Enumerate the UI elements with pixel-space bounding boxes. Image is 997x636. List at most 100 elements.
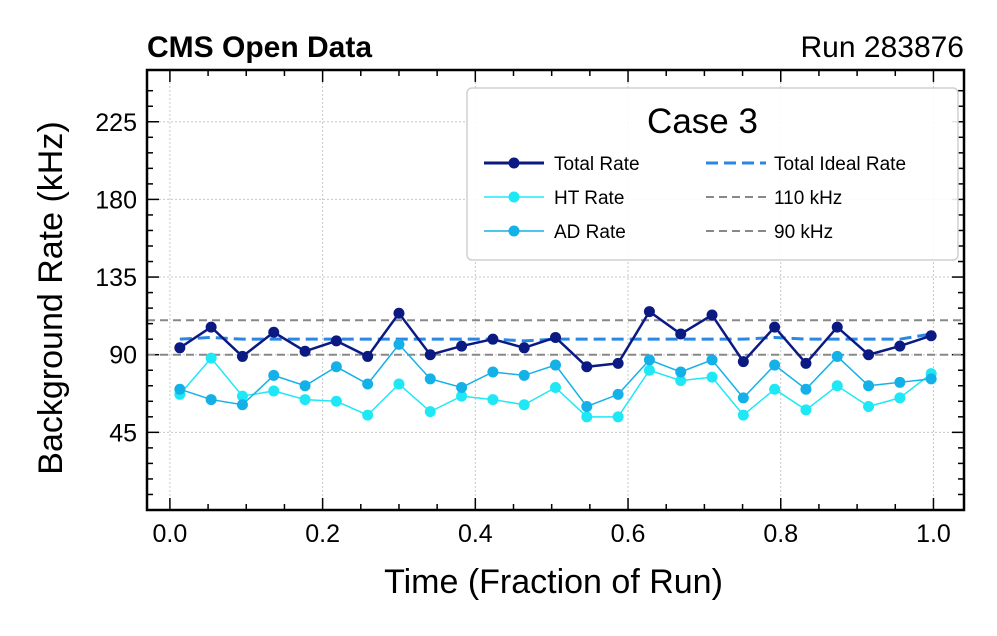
- header-right-label: Run 283876: [801, 31, 964, 64]
- ad-rate-point: [769, 359, 781, 371]
- ad-rate-point: [831, 350, 843, 362]
- ht-rate-point: [299, 394, 311, 406]
- total-rate-point: [550, 331, 561, 343]
- x-tick-label: 0.4: [458, 520, 493, 548]
- ad-rate-point: [550, 359, 561, 371]
- ad-rate-point: [581, 400, 593, 412]
- legend-label-90-khz: 90 kHz: [774, 222, 833, 243]
- total-rate-point: [581, 361, 593, 373]
- total-rate-point: [925, 330, 937, 342]
- ad-rate-point: [330, 361, 342, 373]
- ad-rate-point: [925, 373, 937, 385]
- plot-frame: [145, 68, 966, 512]
- ad-rate-point: [393, 338, 405, 350]
- ad-rate-point: [236, 399, 248, 411]
- ad-rate-point: [643, 354, 655, 366]
- x-tick-label: 0.0: [153, 520, 188, 548]
- total-rate-point: [487, 333, 499, 345]
- ad-rate-point: [800, 383, 812, 395]
- ht-rate-point: [612, 411, 624, 423]
- x-tick-label: 0.6: [611, 520, 646, 548]
- total-rate-point: [174, 342, 186, 354]
- ad-rate-point: [362, 378, 374, 390]
- y-tick-label: 180: [95, 186, 137, 214]
- ad-rate-point: [456, 381, 468, 393]
- legend-label-total-ideal-rate: Total Ideal Rate: [774, 154, 906, 175]
- ht-rate-point: [737, 409, 749, 421]
- ad-rate-point: [205, 394, 217, 406]
- total-rate-point: [675, 328, 687, 340]
- legend-marker-total-rate: [508, 157, 520, 169]
- legend-marker-ad-rate: [508, 225, 520, 237]
- ht-rate-point: [487, 394, 499, 406]
- ht-rate-point: [550, 381, 561, 393]
- ht-rate-point: [205, 352, 217, 364]
- legend-box: [466, 87, 959, 261]
- header-left-label: CMS Open Data: [147, 31, 372, 64]
- total-rate-point: [456, 340, 468, 352]
- total-rate-point: [643, 306, 655, 318]
- y-tick-label: 90: [109, 342, 137, 370]
- total-rate-point: [831, 321, 843, 333]
- total-rate-point: [330, 335, 342, 347]
- ad-rate-point: [299, 380, 311, 392]
- total-rate-point: [800, 357, 812, 369]
- ht-rate-point: [268, 385, 280, 397]
- legend-label-ad-rate: AD Rate: [554, 222, 626, 243]
- total-rate-point: [299, 345, 311, 357]
- total-rate-point: [393, 307, 405, 319]
- total-rate-point: [706, 309, 718, 321]
- ht-rate-point: [863, 400, 875, 412]
- x-axis-title: Time (Fraction of Run): [384, 563, 723, 601]
- legend-title: Case 3: [647, 102, 758, 141]
- ht-rate-point: [518, 399, 530, 411]
- total-rate-point: [268, 326, 280, 338]
- ht-rate-point: [330, 395, 342, 407]
- ht-rate-point: [456, 390, 468, 402]
- y-tick-label: 45: [109, 419, 137, 447]
- y-tick-label: 135: [95, 264, 137, 292]
- ht-rate-point: [675, 375, 687, 387]
- ht-rate-point: [362, 409, 374, 421]
- ad-rate-point: [894, 376, 906, 388]
- ad-rate-point: [174, 383, 186, 395]
- ad-rate-point: [737, 392, 749, 404]
- ad-rate-point: [706, 354, 718, 366]
- ad-rate-point: [863, 380, 875, 392]
- total-rate-point: [612, 357, 624, 369]
- total-rate-point: [863, 349, 875, 361]
- y-axis-title: Background Rate (kHz): [32, 121, 70, 474]
- ht-rate-point: [643, 364, 655, 376]
- total-rate-point: [236, 350, 248, 362]
- ht-rate-point: [706, 371, 718, 383]
- ht-rate-point: [236, 390, 248, 402]
- ad-rate-point: [487, 366, 499, 378]
- ht-rate-point: [424, 406, 436, 418]
- ht-rate-point: [769, 383, 781, 395]
- ht-rate-point: [393, 378, 405, 390]
- ad-rate-point: [268, 369, 280, 381]
- total-rate-point: [362, 350, 374, 362]
- legend-label-110-khz: 110 kHz: [774, 188, 842, 209]
- legend-marker-ht-rate: [508, 191, 520, 203]
- ad-rate-point: [675, 366, 687, 378]
- x-tick-label: 0.2: [305, 520, 340, 548]
- legend-label-ht-rate: HT Rate: [554, 188, 624, 209]
- total-rate-point: [424, 349, 436, 361]
- x-tick-label: 1.0: [916, 520, 951, 548]
- ht-rate-point: [800, 404, 812, 416]
- ht-rate-point: [831, 380, 843, 392]
- total-rate-point: [205, 321, 217, 333]
- legend-label-total-rate: Total Rate: [554, 154, 640, 175]
- ht-rate-point: [581, 411, 593, 423]
- y-tick-label: 225: [95, 109, 137, 137]
- total-rate-point: [894, 340, 906, 352]
- total-rate-point: [769, 321, 781, 333]
- ad-rate-line: [179, 343, 932, 408]
- ad-rate-point: [612, 388, 624, 400]
- total-rate-point: [518, 342, 530, 354]
- total-rate-point: [737, 356, 749, 368]
- ad-rate-point: [518, 369, 530, 381]
- ad-rate-point: [424, 373, 436, 385]
